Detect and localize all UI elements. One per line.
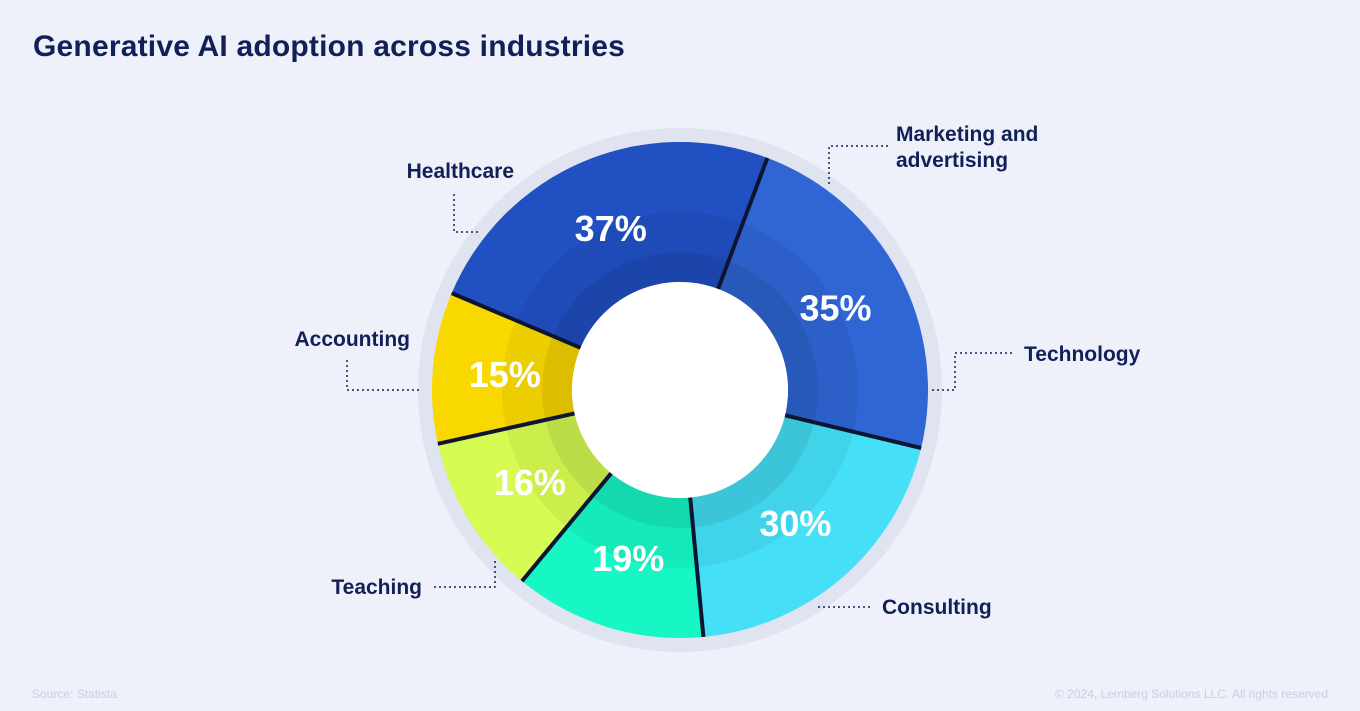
slice-inner-shade-consulting — [690, 415, 815, 528]
category-label-teaching: Teaching — [331, 576, 422, 599]
slice-separator — [520, 471, 613, 583]
leader-line-accounting — [346, 360, 420, 391]
copyright-note: © 2024, Lemberg Solutions LLC. All right… — [1055, 687, 1328, 701]
category-label-accounting: Accounting — [295, 328, 411, 351]
leader-line-teaching — [434, 561, 496, 588]
slice-separator — [716, 157, 770, 290]
leader-line-technology — [931, 352, 1012, 391]
slice-separator — [688, 497, 706, 638]
slice-shade-marketing-and-advertising — [516, 211, 743, 348]
slice-shade-technology — [718, 223, 858, 432]
slice-shade-accounting — [506, 413, 612, 528]
source-note: Source: Statista — [32, 687, 117, 701]
donut-center — [572, 282, 788, 498]
value-label-marketing-and-advertising: 37% — [575, 208, 647, 249]
slice-teaching — [521, 473, 704, 638]
slice-shade-teaching — [566, 473, 697, 568]
slice-separator — [784, 413, 922, 450]
slice-shade-consulting — [690, 415, 854, 568]
category-label-marketing-and-advertising: advertising — [896, 149, 1008, 172]
slice-healthcare — [431, 293, 581, 444]
chart-title: Generative AI adoption across industries — [33, 30, 626, 63]
value-label-teaching: 19% — [592, 538, 664, 579]
slice-separator — [437, 411, 576, 446]
category-label-marketing-and-advertising: Marketing and — [896, 123, 1038, 146]
category-label-consulting: Consulting — [882, 596, 992, 619]
slice-technology — [718, 157, 928, 449]
value-label-accounting: 16% — [494, 462, 566, 503]
value-label-healthcare: 15% — [469, 354, 541, 395]
value-label-consulting: 30% — [759, 503, 831, 544]
slice-marketing-and-advertising — [451, 141, 768, 348]
slice-inner-shade-accounting — [545, 413, 612, 497]
category-label-technology: Technology — [1024, 343, 1141, 366]
slice-inner-shade-marketing-and-advertising — [552, 252, 729, 348]
slice-shade-healthcare — [502, 320, 581, 429]
slice-accounting — [437, 413, 612, 582]
slice-inner-shade-teaching — [592, 473, 694, 528]
slice-inner-shade-healthcare — [542, 336, 581, 420]
slice-consulting — [690, 415, 922, 637]
slice-separator — [450, 291, 582, 350]
category-label-healthcare: Healthcare — [407, 160, 514, 183]
slice-inner-shade-technology — [718, 260, 818, 423]
leader-line-marketing-and-advertising — [828, 145, 888, 186]
value-label-technology: 35% — [799, 288, 871, 329]
leader-line-healthcare — [453, 194, 478, 233]
